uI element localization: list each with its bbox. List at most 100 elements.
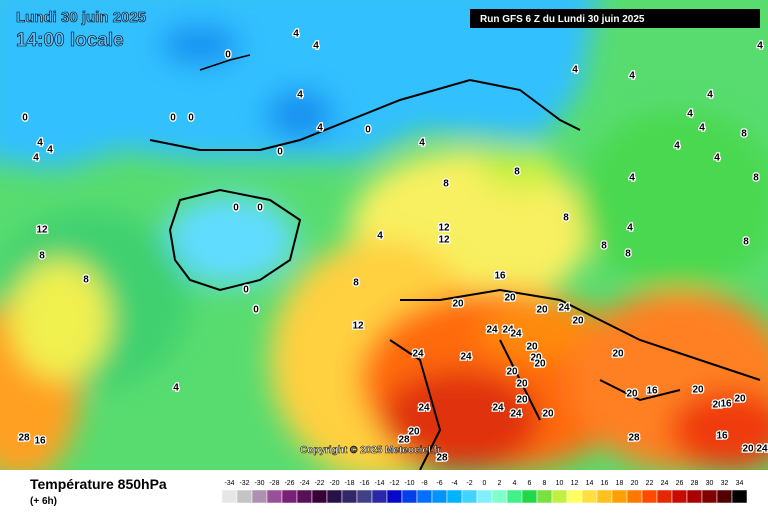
contour-label: 4 <box>627 223 633 234</box>
time: 14:00 locale <box>16 30 124 51</box>
scale-swatch <box>686 489 703 504</box>
contour-label: 0 <box>170 113 176 124</box>
scale-swatch <box>296 489 313 504</box>
contour-label: 0 <box>22 113 28 124</box>
scale-swatch <box>431 489 448 504</box>
contour-label: 20 <box>506 367 518 378</box>
run-box <box>470 9 760 28</box>
contour-label: 20 <box>712 400 724 411</box>
contour-label: 28 <box>436 453 448 464</box>
scale-label: 0 <box>483 480 487 487</box>
contour-label: 8 <box>741 129 747 140</box>
contour-label: 0 <box>225 50 231 61</box>
coastlines <box>149 54 761 471</box>
scale-swatch <box>731 489 748 504</box>
scale-label: 2 <box>498 480 502 487</box>
scale-label: -4 <box>451 480 457 487</box>
footer-title: Température 850hPa <box>30 476 167 492</box>
contour-label: 24 <box>510 329 522 340</box>
scale-label: -20 <box>329 480 339 487</box>
scale-label: -16 <box>359 480 369 487</box>
contour-label: 24 <box>460 352 472 363</box>
scale-swatch <box>236 489 253 504</box>
contour-label: 8 <box>443 179 449 190</box>
date: Lundi 30 juin 2025 <box>16 9 146 26</box>
scale-label: 22 <box>646 480 654 487</box>
contour-label: 4 <box>699 123 705 134</box>
contour-label: 8 <box>83 275 89 286</box>
contour-label: 20 <box>572 316 584 327</box>
scale-swatch <box>701 489 718 504</box>
contour-label: 4 <box>33 153 39 164</box>
scale-label: 20 <box>631 480 639 487</box>
copyright: Copyright © 2025 Meteociel.fr <box>300 445 441 456</box>
scale-swatch <box>326 489 343 504</box>
contour-label: 4 <box>572 65 578 76</box>
contour-label: 4 <box>714 153 720 164</box>
scale-swatch <box>341 489 358 504</box>
contour-label: 0 <box>257 203 263 214</box>
contour-label: 8 <box>353 278 359 289</box>
temperature-field <box>0 0 768 480</box>
contour-label: 4 <box>757 41 763 52</box>
contour-label: 8 <box>563 213 569 224</box>
contour-label: 20 <box>536 305 548 316</box>
contour-label: 4 <box>377 231 383 242</box>
scale-swatch <box>521 489 538 504</box>
contour-label: 0 <box>243 285 249 296</box>
contour-label: 20 <box>742 444 754 455</box>
scale-swatch <box>386 489 403 504</box>
scale-swatch <box>611 489 628 504</box>
scale-label: -14 <box>374 480 384 487</box>
contour-label: 20 <box>612 349 624 360</box>
contour-label: 20 <box>504 293 516 304</box>
scale-label: -6 <box>436 480 442 487</box>
contour-label: 16 <box>716 431 728 442</box>
scale-label: -8 <box>421 480 427 487</box>
scale-label: -26 <box>284 480 294 487</box>
contour-label: 20 <box>534 359 546 370</box>
run-info: Run GFS 6 Z du Lundi 30 juin 2025 <box>480 14 645 25</box>
contour-label: 24 <box>418 403 430 414</box>
scale-label: 30 <box>706 480 714 487</box>
contour-label: 0 <box>277 147 283 158</box>
scale-swatch <box>311 489 328 504</box>
contour-label: 4 <box>687 109 693 120</box>
scale-swatch <box>506 489 523 504</box>
scale-swatch <box>416 489 433 504</box>
contour-label: 20 <box>408 427 420 438</box>
scale-swatch <box>266 489 283 504</box>
scale-swatch <box>641 489 658 504</box>
contour-label: 4 <box>47 145 53 156</box>
contour-label: 4 <box>37 138 43 149</box>
scale-label: 10 <box>556 480 564 487</box>
scale-label: -34 <box>224 480 234 487</box>
scale-label: 4 <box>513 480 517 487</box>
contour-label: 12 <box>438 223 450 234</box>
contour-label: 8 <box>743 237 749 248</box>
contour-label: 8 <box>514 167 520 178</box>
contour-label: 8 <box>753 173 759 184</box>
contour-label: 24 <box>558 303 570 314</box>
scale-label: -32 <box>239 480 249 487</box>
contour-label: 24 <box>486 325 498 336</box>
scale-swatch <box>596 489 613 504</box>
contour-label: 20 <box>516 379 528 390</box>
contour-label: 24 <box>510 409 522 420</box>
contour-label: 24 <box>502 325 514 336</box>
contour-label: 20 <box>734 394 746 405</box>
scale-label: -10 <box>404 480 414 487</box>
contour-label: 28 <box>398 435 410 446</box>
contour-label: 4 <box>674 141 680 152</box>
contour-label: 12 <box>438 235 450 246</box>
contour-label: 16 <box>34 436 46 447</box>
contour-label: 20 <box>526 342 538 353</box>
scale-label: -22 <box>314 480 324 487</box>
contour-label: 20 <box>692 385 704 396</box>
scale-swatch <box>566 489 583 504</box>
scale-swatch <box>221 489 238 504</box>
contour-label: 12 <box>36 225 48 236</box>
contour-label: 20 <box>452 299 464 310</box>
